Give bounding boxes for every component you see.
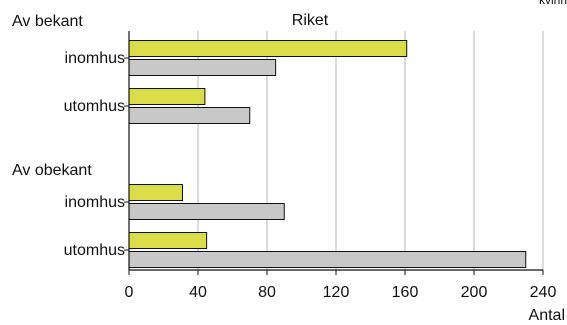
- bar-series-2: [128, 203, 285, 220]
- x-tick-label: 0: [125, 284, 134, 301]
- category-labels: inomhus utomhus inomhus utomhus: [64, 50, 125, 259]
- x-tick-labels: 0 40 80 120 160 200 240: [125, 284, 557, 301]
- group-label-obekant: Av obekant: [12, 162, 92, 179]
- bar-series-1: [128, 184, 183, 201]
- axes: [124, 31, 544, 275]
- x-tick-label: 240: [530, 284, 557, 301]
- x-axis-label: Antal: [529, 307, 565, 324]
- category-label: inomhus: [65, 194, 125, 211]
- bar-series-1: [128, 40, 408, 57]
- bar-series-2: [128, 251, 527, 268]
- x-tick-label: 160: [392, 284, 419, 301]
- category-label: utomhus: [64, 98, 125, 115]
- category-label: inomhus: [65, 50, 125, 67]
- corner-label: kvinn: [539, 0, 567, 7]
- x-tick-label: 120: [323, 284, 350, 301]
- chart-title: Riket: [292, 12, 329, 29]
- category-label: utomhus: [64, 242, 125, 259]
- bar-series-2: [128, 107, 251, 124]
- bar-series-2: [128, 59, 277, 76]
- bar-series-1: [128, 88, 206, 105]
- group-label-bekant: Av bekant: [12, 13, 83, 30]
- x-tick-label: 40: [189, 284, 207, 301]
- bars: [128, 40, 527, 268]
- bar-series-1: [128, 232, 208, 249]
- x-tick-label: 80: [258, 284, 276, 301]
- x-tick-label: 200: [461, 284, 488, 301]
